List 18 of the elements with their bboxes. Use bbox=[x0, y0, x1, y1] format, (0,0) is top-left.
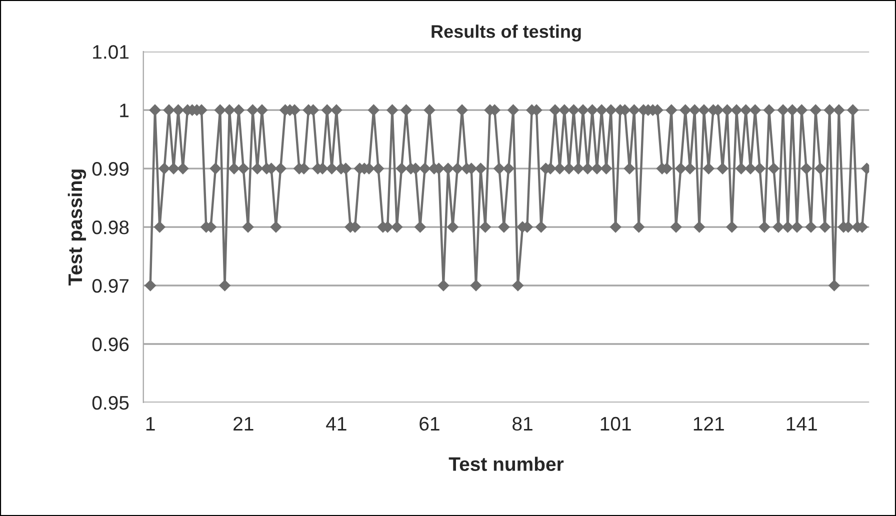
y-tick-label: 0.96 bbox=[92, 337, 129, 352]
x-tick-label: 61 bbox=[420, 416, 440, 431]
x-tick-label: 141 bbox=[786, 417, 817, 430]
x-tick-label: 41 bbox=[326, 417, 346, 430]
y-axis-title: Test passing bbox=[68, 170, 86, 286]
y-tick-label: 0.99 bbox=[92, 162, 129, 176]
x-tick-label: 81 bbox=[512, 416, 532, 431]
x-axis-title: Test number bbox=[448, 456, 564, 471]
y-tick-label: 0.97 bbox=[92, 278, 128, 293]
y-tick-label: 0.95 bbox=[92, 396, 129, 410]
x-tick-label: 101 bbox=[600, 416, 631, 431]
chart-title: Results of testing bbox=[432, 24, 581, 42]
x-tick-label: 1 bbox=[146, 417, 155, 430]
y-tick-label: 1 bbox=[120, 104, 129, 118]
x-tick-label: 121 bbox=[694, 416, 724, 430]
x-tick-label: 21 bbox=[234, 416, 254, 430]
y-tick-label: 0.98 bbox=[92, 220, 129, 234]
y-tick-label: 1.01 bbox=[93, 45, 129, 59]
